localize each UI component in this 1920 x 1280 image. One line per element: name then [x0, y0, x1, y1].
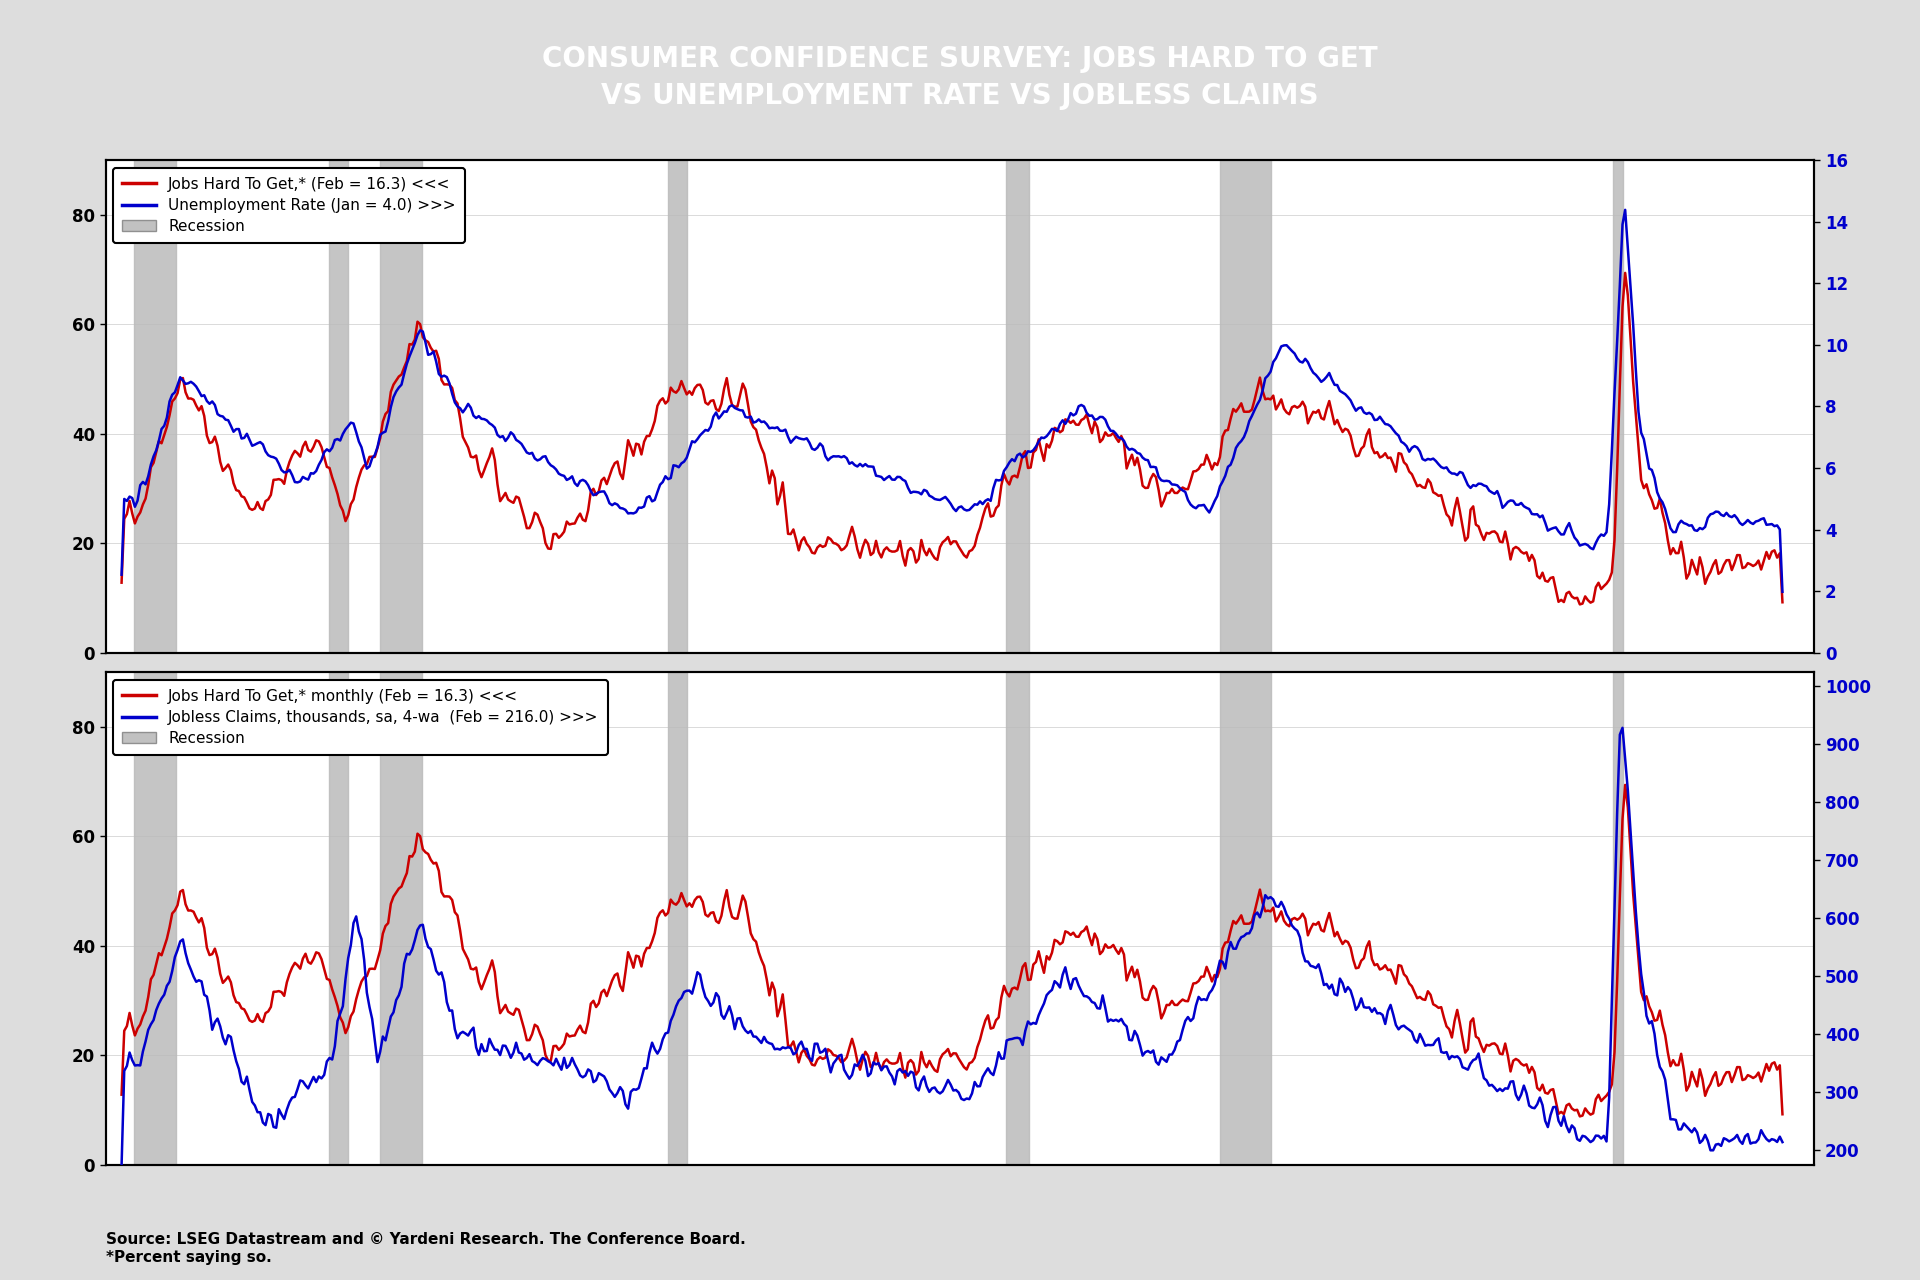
- Bar: [1221, 160, 1271, 653]
- Legend: Jobs Hard To Get,* monthly (Feb = 16.3) <<<, Jobless Claims, thousands, sa, 4-wa: Jobs Hard To Get,* monthly (Feb = 16.3) …: [113, 680, 609, 755]
- Text: CONSUMER CONFIDENCE SURVEY: JOBS HARD TO GET
VS UNEMPLOYMENT RATE VS JOBLESS CLA: CONSUMER CONFIDENCE SURVEY: JOBS HARD TO…: [541, 45, 1379, 110]
- Bar: [328, 160, 348, 653]
- Bar: [1221, 672, 1271, 1165]
- Bar: [380, 160, 422, 653]
- Text: Source: LSEG Datastream and © Yardeni Research. The Conference Board.
*Percent s: Source: LSEG Datastream and © Yardeni Re…: [106, 1233, 745, 1265]
- Bar: [1613, 672, 1622, 1165]
- Bar: [380, 672, 422, 1165]
- Bar: [668, 160, 687, 653]
- Legend: Jobs Hard To Get,* (Feb = 16.3) <<<, Unemployment Rate (Jan = 4.0) >>>, Recessio: Jobs Hard To Get,* (Feb = 16.3) <<<, Une…: [113, 168, 465, 243]
- Bar: [328, 672, 348, 1165]
- Bar: [1006, 160, 1029, 653]
- Bar: [134, 672, 177, 1165]
- Bar: [1006, 672, 1029, 1165]
- Bar: [668, 672, 687, 1165]
- Bar: [1613, 160, 1622, 653]
- Bar: [134, 160, 177, 653]
